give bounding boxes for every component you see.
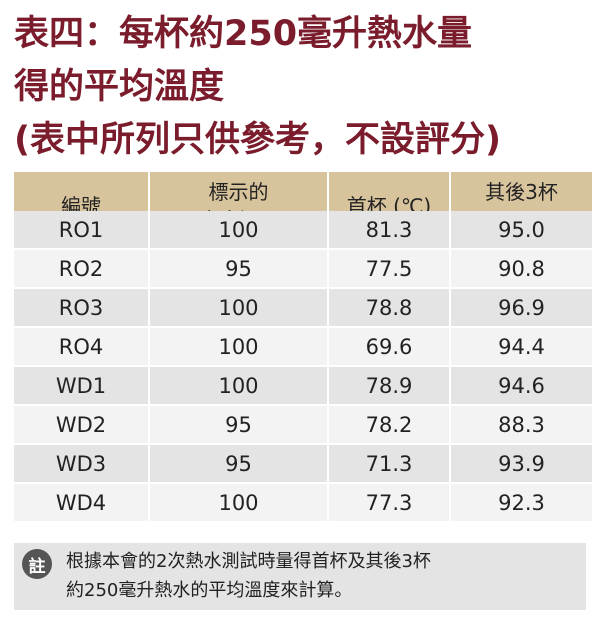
row-label: RO3 [14, 289, 148, 326]
cell: 69.6 [329, 328, 449, 365]
cell: 78.9 [329, 367, 449, 404]
row-label: WD4 [14, 484, 148, 521]
table: 編號標示的最高水溫(℃)首杯 (℃)其後3杯(℃)RO110081.395.0R… [14, 172, 592, 521]
row-label: WD3 [14, 445, 148, 482]
cell: 100 [150, 367, 327, 404]
cell: 95 [150, 250, 327, 287]
cell: 100 [150, 289, 327, 326]
row-label: RO4 [14, 328, 148, 365]
row-label: RO2 [14, 250, 148, 287]
cell: 95.0 [451, 211, 592, 248]
cell: 71.3 [329, 445, 449, 482]
cell: 100 [150, 484, 327, 521]
header-text: 標示的 [208, 180, 269, 204]
note: 註 根據本會的2次熱水測試時量得首杯及其後3杯 約250毫升熱水的平均溫度來計算。 [14, 543, 586, 610]
cell: 78.8 [329, 289, 449, 326]
note-label: 註 [22, 549, 52, 579]
note-line: 約250毫升熱水的平均溫度來計算。 [66, 580, 353, 601]
cell: 92.3 [451, 484, 592, 521]
cell: 93.9 [451, 445, 592, 482]
cell: 100 [150, 328, 327, 365]
title: 表四：每杯約250毫升熱水量 得的平均溫度 (表中所列只供參考，不設評分) [14, 8, 594, 167]
cell: 77.3 [329, 484, 449, 521]
row-label: WD1 [14, 367, 148, 404]
header-text: 其後3杯 [485, 180, 558, 204]
cell: 94.6 [451, 367, 592, 404]
row-label: RO1 [14, 211, 148, 248]
cell: 96.9 [451, 289, 592, 326]
cell: 77.5 [329, 250, 449, 287]
title-line: 得的平均溫度 [14, 67, 225, 107]
cell: 95 [150, 406, 327, 443]
title-line: 表四：每杯約250毫升熱水量 [14, 14, 473, 54]
cell: 95 [150, 445, 327, 482]
note-text: 根據本會的2次熱水測試時量得首杯及其後3杯 約250毫升熱水的平均溫度來計算。 [66, 547, 431, 605]
note-line: 根據本會的2次熱水測試時量得首杯及其後3杯 [66, 551, 431, 572]
cell: 78.2 [329, 406, 449, 443]
cell: 81.3 [329, 211, 449, 248]
cell: 100 [150, 211, 327, 248]
cell: 88.3 [451, 406, 592, 443]
cell: 90.8 [451, 250, 592, 287]
row-label: WD2 [14, 406, 148, 443]
title-line: (表中所列只供參考，不設評分) [14, 120, 501, 160]
cell: 94.4 [451, 328, 592, 365]
